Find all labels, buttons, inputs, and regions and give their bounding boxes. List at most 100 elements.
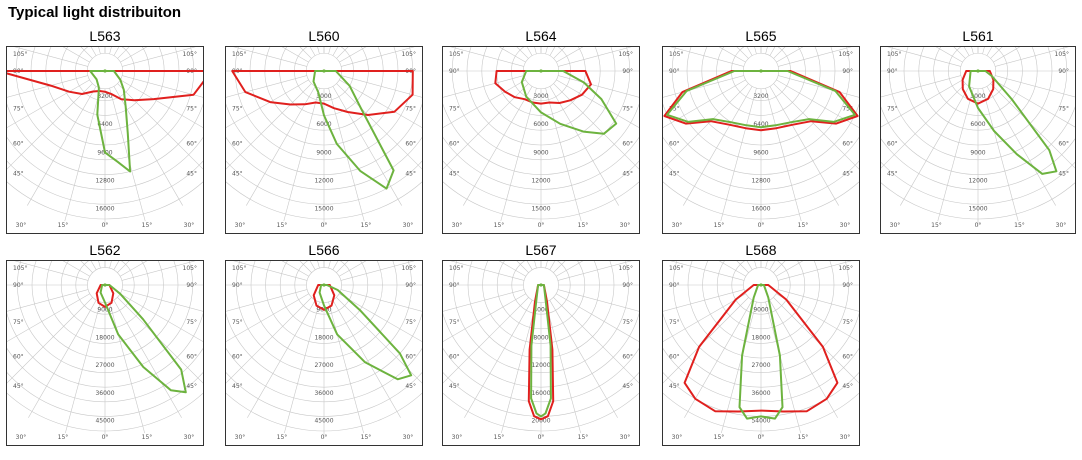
angle-label-bottom: 15° [798,434,809,441]
grid-spoke [990,83,1075,169]
origin-marker [103,283,107,287]
grid-spoke [718,47,746,63]
grid-spoke [464,300,533,418]
ring-label: 18000 [751,334,770,341]
series-curve-c90 [738,284,784,420]
origin-marker [322,69,326,73]
ring-label: 36000 [751,390,770,397]
angle-label-right: 90° [622,282,633,289]
polar-chart-l560: L560 3000 6000 9000 12000 15000 105° 105° 90° 90°… [225,28,423,240]
angle-label-left: 45° [669,171,680,178]
grid-spoke [120,47,148,63]
grid-spoke [754,47,757,54]
ring-label: 6400 [97,121,112,128]
angle-label-bottom: 0° [975,222,982,229]
angle-label-bottom: 30° [403,222,414,229]
grid-spoke [776,293,859,342]
grid-spoke [765,88,802,222]
grid-spoke [98,261,101,269]
angle-label-bottom: 30° [840,434,851,441]
angle-label-left: 45° [449,383,460,390]
grid-spoke [64,88,101,222]
angle-label-right: 90° [622,68,633,75]
grid-spoke [549,300,618,418]
chart-frame: 3200 6400 9600 12800 16000 105° 105° 90° 90° 75° 7… [6,46,204,234]
angle-label-bottom: 30° [452,434,463,441]
ring-label: 3200 [97,93,112,100]
ring-label: 9600 [753,149,768,156]
grid-spoke [534,261,537,269]
grid-spoke [226,297,312,384]
polar-plot: 9000 18000 27000 36000 54000 105° 105° 90° 90° 75… [663,261,859,441]
polar-plot: 9000 18000 27000 36000 45000 105° 105° 90° 90° 75… [7,261,203,441]
polar-chart-l561: L561 3000 6000 9000 12000 15000 105° 105° 90° 90°… [880,28,1076,240]
angle-label-right: 90° [842,282,853,289]
ring-label: 27000 [95,362,114,369]
grid-spoke [935,47,963,63]
grid-spoke [65,301,101,434]
grid-spoke [670,47,744,67]
chart-title: L563 [89,28,121,44]
polar-chart-l566: L566 9000 18000 27000 36000 45000 105° 105° 90° 9… [225,242,423,452]
grid-spoke [556,47,584,63]
grid-spoke [14,261,89,281]
angle-label-left: 90° [669,68,680,75]
series-curve-c90 [530,284,552,418]
angle-label-right: 45° [186,383,197,390]
grid-spoke [339,261,367,277]
grid-spoke [545,47,548,54]
angle-label-right: 45° [405,383,416,390]
angle-label-left: 60° [887,141,898,148]
angle-label-bottom: 30° [235,222,246,229]
grid-spoke [226,293,309,342]
angle-label-right: 45° [842,171,853,178]
angle-label-left: 90° [232,282,243,289]
grid-spoke [556,79,639,128]
ring-label: 15000 [314,206,333,213]
ring-label: 36000 [95,390,114,397]
angle-label-left: 105° [449,265,463,272]
polar-chart-l565: L565 3200 6400 9600 12800 16000 105° 105° 90° 90°… [662,28,860,240]
grid-spoke [109,301,145,434]
series-curve-c0 [527,284,555,421]
polar-chart-l563: L563 3200 6400 9600 12800 16000 105° 105° 90° 90°… [6,28,204,240]
grid-spoke [765,301,801,434]
grid-spoke [328,301,364,434]
grid-spoke [558,47,632,67]
angle-label-left: 75° [449,106,460,113]
ring-label: 6400 [753,121,768,128]
chart-frame: 3000 6000 9000 12000 15000 105° 105° 90° 90° 75° 7… [442,46,640,234]
ring-label: 45000 [314,418,333,425]
ring-label: 3000 [533,93,548,100]
angle-label-left: 75° [887,106,898,113]
grid-spoke [7,289,89,312]
ring-label: 15000 [968,206,987,213]
series-curve-c90 [666,70,856,129]
origin-marker [759,283,763,287]
ring-label: 20000 [531,418,550,425]
grid-spoke [443,79,526,128]
angle-label-bottom: 0° [538,434,545,441]
grid-spoke [7,79,90,128]
series-curve-c0 [663,70,859,132]
grid-spoke [98,47,101,54]
angle-label-left: 105° [887,51,901,58]
grid-spoke [670,261,745,281]
ring-label: 6000 [970,121,985,128]
grid-spoke [549,86,619,206]
polar-plot: 3000 6000 9000 12000 15000 105° 105° 90° 90° 75° 7… [881,47,1075,229]
angle-label-bottom: 30° [620,434,631,441]
angle-label-bottom: 30° [672,434,683,441]
angle-label-left: 105° [232,265,246,272]
grid-spoke [121,261,196,281]
grid-spoke [332,86,402,206]
grid-spoke [463,86,533,206]
grid-spoke [663,293,746,342]
polar-chart-l564: L564 3000 6000 9000 12000 15000 105° 105° 90° 90°… [442,28,640,240]
grid-spoke [120,293,203,342]
grid-spoke [226,289,308,312]
grid-spoke [450,261,525,281]
angle-label-bottom: 30° [452,222,463,229]
